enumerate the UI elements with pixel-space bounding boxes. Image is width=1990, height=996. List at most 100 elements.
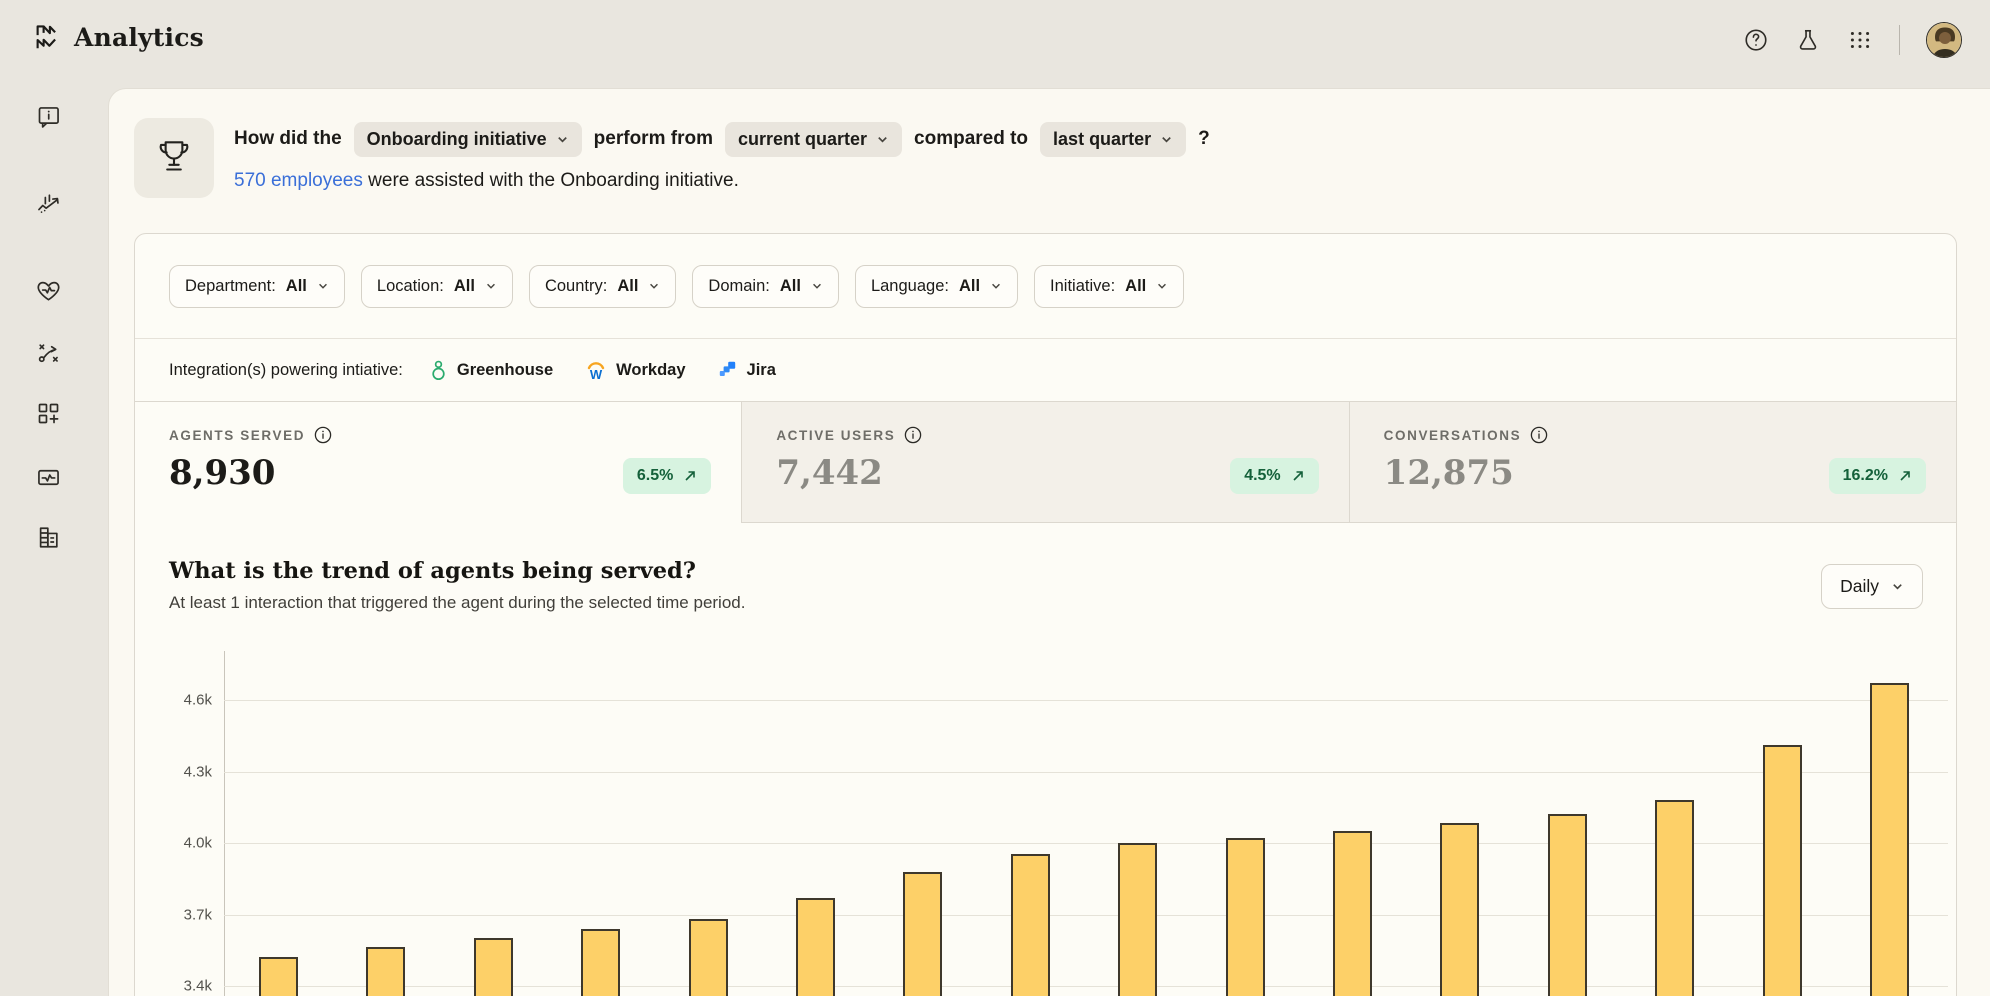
chevron-down-icon — [813, 283, 821, 289]
agents-served-bar-chart: 4.6k 4.3k 4.0k 3.7k 3.4k — [135, 651, 1956, 996]
y-tick-label: 3.7k — [183, 906, 212, 923]
chart-bar — [473, 938, 513, 996]
grid-add-icon[interactable] — [35, 400, 62, 427]
insight-answer: 570 employees were assisted with the Onb… — [234, 170, 739, 192]
chart-bar — [903, 871, 943, 996]
integration-workday: W Workday — [585, 360, 686, 381]
chart-bar — [1118, 843, 1158, 996]
integration-greenhouse: Greenhouse — [429, 360, 553, 381]
trend-up-arrow-icon — [1293, 471, 1303, 481]
chevron-down-icon — [1158, 283, 1167, 289]
stat-value: 8,930 — [169, 453, 276, 493]
user-avatar[interactable] — [1926, 22, 1962, 58]
chevron-down-icon — [1893, 584, 1902, 590]
greenhouse-logo — [432, 360, 445, 380]
filter-initiative[interactable]: Initiative: All — [1034, 264, 1185, 308]
stat-change-value: 4.5% — [1244, 467, 1281, 484]
labs-flask-icon[interactable] — [1795, 27, 1821, 53]
stat-label: ACTIVE USERS — [776, 427, 896, 443]
filter-domain[interactable]: Domain: All — [692, 264, 839, 308]
info-icon[interactable] — [1530, 426, 1548, 444]
employees-link[interactable]: 570 employees — [234, 170, 363, 191]
gridline — [224, 700, 1948, 701]
filter-value: All — [958, 276, 981, 295]
info-icon[interactable] — [314, 426, 332, 444]
comment-info-icon[interactable] — [35, 104, 62, 131]
filter-label: Initiative: — [1050, 276, 1116, 295]
filter-value: All — [1125, 276, 1147, 295]
initiative-dropdown-value: Onboarding initiative — [366, 128, 547, 149]
activity-monitor-icon[interactable] — [35, 464, 62, 491]
integration-name: Greenhouse — [456, 360, 554, 379]
stat-change-badge: 16.2% — [1828, 458, 1926, 494]
period-dropdown[interactable]: current quarter — [724, 121, 903, 157]
chevron-down-icon — [878, 136, 887, 143]
filter-country[interactable]: Country: All — [528, 264, 677, 308]
compare-dropdown[interactable]: last quarter — [1040, 121, 1187, 157]
integration-name: Jira — [746, 360, 776, 379]
stats-row: AGENTS SERVED 8,930 6.5% ACTIVE USERS — [135, 402, 1956, 523]
heart-pulse-icon[interactable] — [35, 277, 62, 304]
filter-department[interactable]: Department: All — [169, 264, 345, 308]
initiative-dropdown[interactable]: Onboarding initiative — [353, 121, 582, 157]
chart-bar — [366, 946, 406, 996]
y-axis-line — [224, 651, 225, 996]
filter-location[interactable]: Location: All — [360, 264, 513, 308]
filter-value: All — [779, 276, 801, 295]
app-switcher-icon[interactable] — [1847, 27, 1873, 53]
stat-label: CONVERSATIONS — [1383, 427, 1522, 443]
stat-change-badge: 4.5% — [1230, 458, 1319, 494]
stat-value: 12,875 — [1383, 453, 1514, 493]
help-icon[interactable] — [1743, 27, 1769, 53]
workday-logo: W — [587, 361, 605, 381]
filter-language[interactable]: Language: All — [854, 264, 1019, 308]
chart-bar — [1870, 683, 1909, 996]
topbar-actions — [1743, 22, 1962, 58]
y-tick-label: 4.3k — [183, 763, 212, 780]
gridline — [224, 986, 1948, 987]
chevron-down-icon — [487, 283, 495, 289]
page-title: Analytics — [74, 22, 204, 52]
stat-value: 7,442 — [776, 453, 883, 493]
chart-bar — [1655, 800, 1695, 996]
brand: Analytics — [32, 22, 204, 52]
data-table-icon[interactable] — [35, 524, 62, 551]
period-dropdown-value: current quarter — [737, 128, 868, 149]
gridline — [224, 843, 1948, 844]
stat-card-conversations[interactable]: CONVERSATIONS 12,875 16.2% — [1348, 402, 1956, 523]
analytics-card: Department: All Location: All Country: All … — [134, 233, 1957, 996]
trophy-icon — [151, 135, 197, 181]
integration-name: Workday — [616, 360, 686, 379]
filter-value: All — [285, 276, 307, 295]
range-dropdown[interactable]: Daily — [1821, 564, 1923, 609]
integrations-row: Integration(s) powering intiative: Green… — [135, 339, 1956, 402]
stat-card-active-users[interactable]: ACTIVE USERS 7,442 4.5% — [741, 402, 1349, 523]
question-text-suffix: ? — [1198, 128, 1210, 149]
question-text-prefix: How did the — [234, 128, 342, 149]
info-icon[interactable] — [904, 426, 922, 444]
chart-bar — [581, 928, 621, 996]
filter-label: Domain: — [708, 276, 770, 295]
chevron-down-icon — [318, 283, 327, 289]
trend-title: What is the trend of agents being served… — [169, 558, 696, 584]
chart-bar — [796, 897, 835, 996]
filter-label: Country: — [544, 276, 608, 295]
gridline — [224, 914, 1948, 916]
jira-logo — [719, 361, 735, 376]
y-tick-label: 4.0k — [183, 834, 212, 852]
filter-label: Department: — [185, 276, 276, 295]
stat-card-agents-served[interactable]: AGENTS SERVED 8,930 6.5% — [135, 402, 741, 523]
topbar-divider — [1899, 25, 1900, 55]
integration-jira: Jira — [718, 360, 776, 380]
gridline — [224, 771, 1948, 773]
chart-bar — [1225, 838, 1265, 996]
chart-trend-icon[interactable] — [35, 191, 62, 218]
chevron-down-icon — [650, 283, 659, 289]
stat-change-value: 6.5% — [636, 467, 674, 484]
question-text-compare: compared to — [914, 128, 1029, 149]
chevron-down-icon — [992, 283, 1000, 289]
strategy-icon[interactable] — [35, 340, 62, 367]
chevron-down-icon — [557, 136, 567, 143]
integrations-label: Integration(s) powering intiative: — [169, 360, 403, 379]
question-text-middle: perform from — [593, 128, 713, 149]
